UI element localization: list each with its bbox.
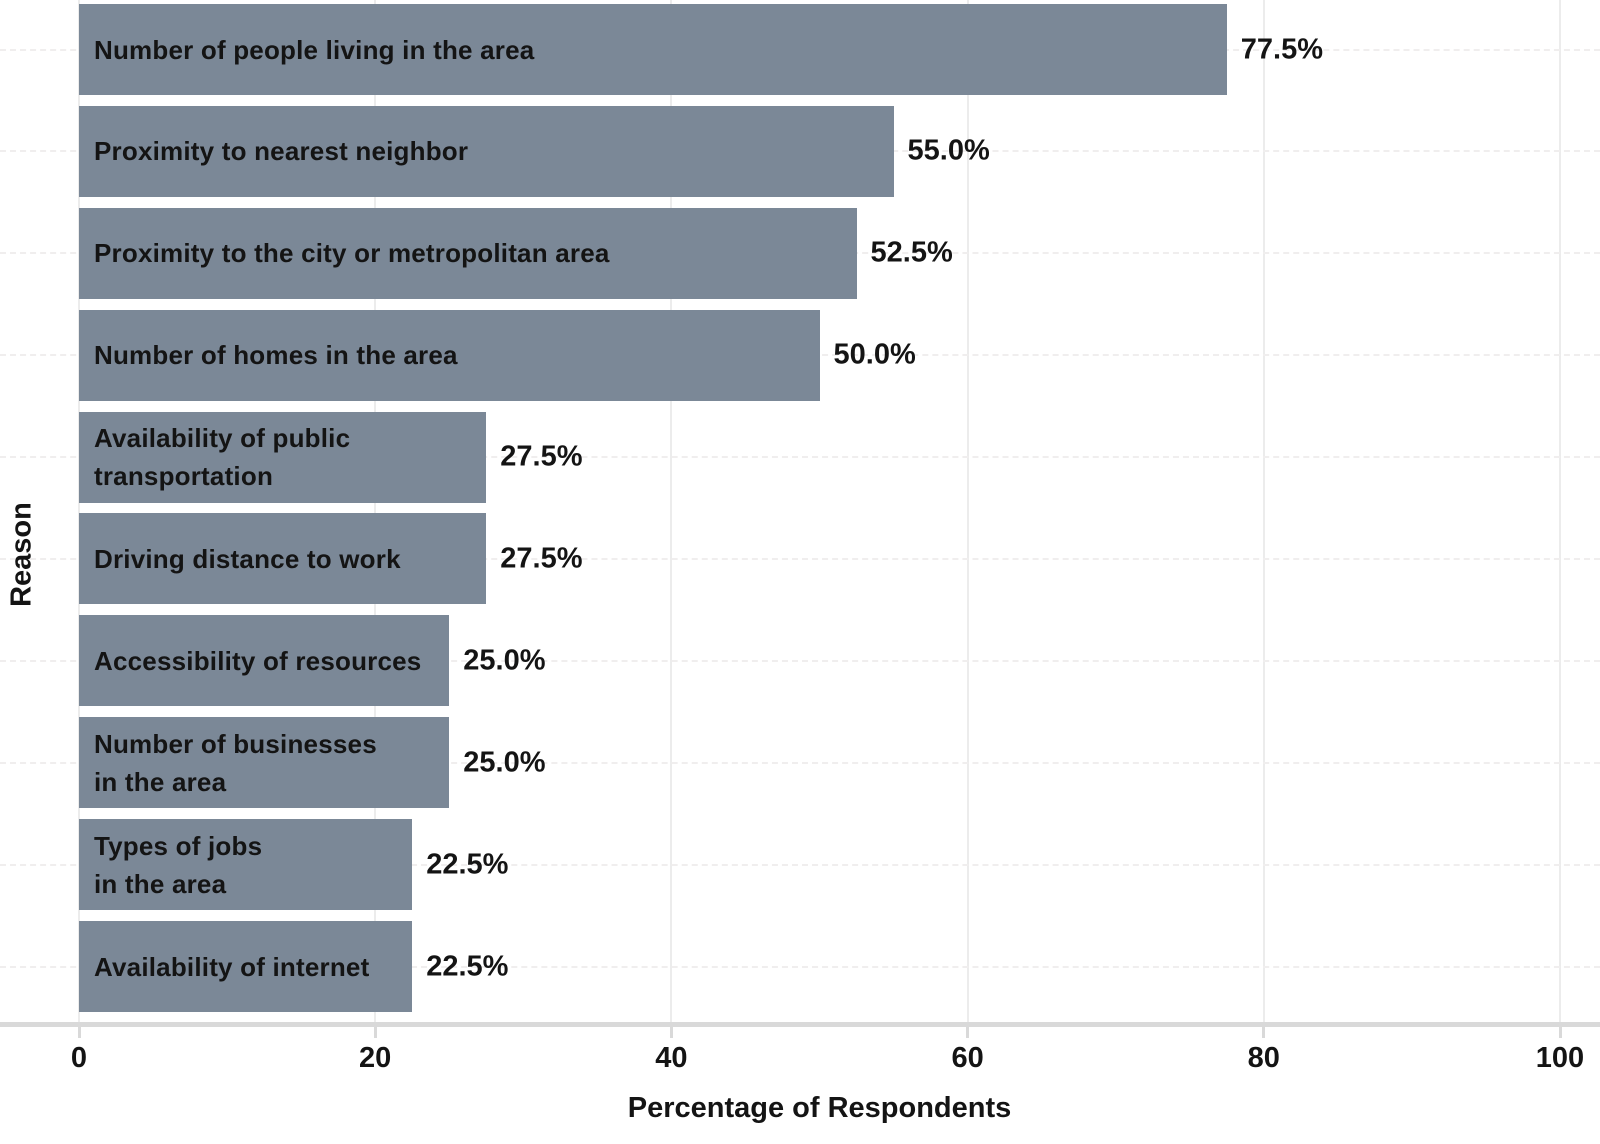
bar: Number of homes in the area — [79, 309, 820, 401]
x-axis-tick — [77, 1027, 81, 1038]
bar-value-label: 22.5% — [426, 950, 509, 982]
bar-row: Availability of public transportation 27… — [0, 411, 1600, 503]
x-axis-tick — [966, 1027, 970, 1038]
bar-value-label: 22.5% — [426, 848, 509, 881]
x-axis-tick-label: 0 — [70, 1042, 88, 1074]
x-axis-tick-label: 100 — [1535, 1042, 1585, 1074]
bar-row: Driving distance to work 27.5% — [0, 513, 1600, 605]
bar-value-label: 52.5% — [870, 236, 953, 269]
bar-label: Accessibility of resources — [94, 645, 422, 676]
row-gridline — [0, 456, 1600, 459]
bar: Availability of internet — [79, 921, 413, 1012]
bar: Proximity to nearest neighbor — [79, 105, 894, 197]
x-axis-tick-label: 40 — [655, 1042, 688, 1074]
bar-row: Types of jobs in the area 22.5% — [0, 819, 1600, 911]
bar-row: Proximity to the city or metropolitan ar… — [0, 207, 1600, 299]
bar-label: Availability of public transportation — [94, 423, 351, 492]
plot-area: Number of people living in the area 77.5… — [0, 0, 1600, 1022]
x-axis-tick — [669, 1027, 673, 1038]
bar-label: Types of jobs in the area — [94, 830, 263, 899]
x-axis-line — [0, 1022, 1600, 1027]
bar-label: Proximity to the city or metropolitan ar… — [94, 238, 610, 269]
x-axis-tick-label: 80 — [1247, 1042, 1280, 1074]
bar-label: Number of businesses in the area — [94, 728, 377, 797]
bar-value-label: 27.5% — [500, 440, 583, 473]
x-gridline — [1262, 0, 1265, 1022]
bar-value-label: 77.5% — [1240, 33, 1323, 65]
bar-value-label: 55.0% — [907, 134, 990, 167]
row-gridline — [0, 659, 1600, 662]
x-gridline — [78, 0, 80, 1022]
bar-row: Availability of internet 22.5% — [0, 921, 1600, 1012]
bar-row: Number of people living in the area 77.5… — [0, 4, 1600, 95]
row-gridline — [0, 863, 1600, 866]
bar-value-label: 25.0% — [463, 746, 546, 779]
bar-label: Availability of internet — [94, 951, 370, 982]
x-axis-tick-label: 20 — [359, 1042, 392, 1074]
bar-label: Number of people living in the area — [94, 34, 535, 65]
y-axis-title: Reason — [5, 502, 38, 607]
x-axis-tick-label: 60 — [951, 1042, 984, 1074]
row-gridline — [0, 557, 1600, 560]
row-gridline — [0, 761, 1600, 764]
bar-row: Accessibility of resources 25.0% — [0, 615, 1600, 707]
x-gridline — [1559, 0, 1561, 1022]
x-axis-tick — [1558, 1027, 1562, 1038]
x-gridline — [670, 0, 673, 1022]
x-axis-tick — [373, 1027, 377, 1038]
bar: Accessibility of resources — [79, 615, 450, 707]
bar: Proximity to the city or metropolitan ar… — [79, 207, 857, 299]
bar: Number of people living in the area — [79, 4, 1227, 95]
bar-value-label: 25.0% — [463, 644, 546, 677]
row-gridline — [0, 965, 1600, 968]
bar-row: Number of businesses in the area 25.0% — [0, 717, 1600, 809]
bar-label: Driving distance to work — [94, 543, 401, 574]
bar-label: Proximity to nearest neighbor — [94, 136, 469, 167]
bar-value-label: 50.0% — [833, 338, 916, 371]
x-gridline — [374, 0, 377, 1022]
bar: Number of businesses in the area — [79, 717, 450, 809]
x-axis-tick — [1262, 1027, 1266, 1038]
bar: Availability of public transportation — [79, 411, 487, 503]
bar: Driving distance to work — [79, 513, 487, 605]
bar-row: Number of homes in the area 50.0% — [0, 309, 1600, 401]
x-axis-title: Percentage of Respondents — [627, 1092, 1012, 1124]
x-gridline — [966, 0, 969, 1022]
bar-value-label: 27.5% — [500, 542, 583, 575]
bar: Types of jobs in the area — [79, 819, 413, 911]
bar-label: Number of homes in the area — [94, 340, 458, 371]
bar-row: Proximity to nearest neighbor 55.0% — [0, 105, 1600, 197]
